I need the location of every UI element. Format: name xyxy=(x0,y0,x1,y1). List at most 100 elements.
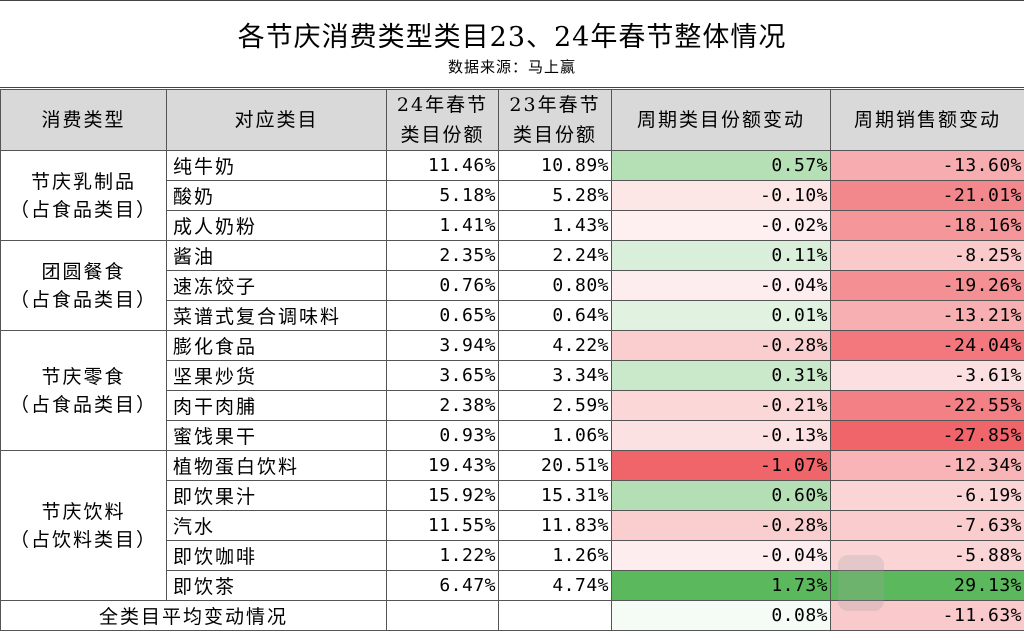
header-sales-change: 周期销售额变动 xyxy=(831,90,1024,151)
sales-change-cell: -19.26% xyxy=(831,271,1024,301)
share-change-cell: 0.57% xyxy=(612,151,831,181)
share23-cell: 0.80% xyxy=(499,271,612,301)
share-change-cell: -0.13% xyxy=(612,421,831,451)
header-type: 消费类型 xyxy=(1,90,167,151)
share-change-cell: -0.02% xyxy=(612,211,831,241)
sales-change-cell: -21.01% xyxy=(831,181,1024,211)
sales-change-cell: -8.25% xyxy=(831,241,1024,271)
group-name-line2: （占食品类目） xyxy=(10,289,157,311)
share24-cell: 0.65% xyxy=(387,301,499,331)
share24-cell: 6.47% xyxy=(387,571,499,601)
share23-cell: 0.64% xyxy=(499,301,612,331)
share24-cell: 15.92% xyxy=(387,481,499,511)
sales-change-cell: -13.21% xyxy=(831,301,1024,331)
category-cell: 即饮果汁 xyxy=(167,481,387,511)
sales-change-cell: -12.34% xyxy=(831,451,1024,481)
category-cell: 即饮茶 xyxy=(167,571,387,601)
category-cell: 速冻饺子 xyxy=(167,271,387,301)
header-row: 消费类型 对应类目 24年春节 类目份额 23年春节 类目份额 周期类目份额变动… xyxy=(1,90,1024,151)
summary-table: 消费类型 对应类目 24年春节 类目份额 23年春节 类目份额 周期类目份额变动… xyxy=(0,89,1024,631)
sales-change-cell: -18.16% xyxy=(831,211,1024,241)
group-name: 节庆乳制品 （占食品类目） xyxy=(1,151,167,241)
share-change-cell: 1.73% xyxy=(612,571,831,601)
share23-cell: 3.34% xyxy=(499,361,612,391)
sales-change-cell: -6.19% xyxy=(831,481,1024,511)
share24-cell: 11.46% xyxy=(387,151,499,181)
share23-cell: 4.74% xyxy=(499,571,612,601)
category-cell: 汽水 xyxy=(167,511,387,541)
data-source: 数据来源：马上赢 xyxy=(0,56,1024,77)
share23-cell: 2.59% xyxy=(499,391,612,421)
share-change-cell: -0.21% xyxy=(612,391,831,421)
share24-cell: 3.65% xyxy=(387,361,499,391)
share24-cell: 5.18% xyxy=(387,181,499,211)
share24-cell: 0.93% xyxy=(387,421,499,451)
share-change-cell: 0.01% xyxy=(612,301,831,331)
group-name-line1: 节庆乳制品 xyxy=(31,171,136,193)
header-share24-line1: 24年春节 xyxy=(397,94,488,116)
sales-change-cell: -7.63% xyxy=(831,511,1024,541)
share-change-cell: -0.28% xyxy=(612,331,831,361)
sales-change-cell: -27.85% xyxy=(831,421,1024,451)
group-name-line2: （占食品类目） xyxy=(10,199,157,221)
group-name: 团圆餐食 （占食品类目） xyxy=(1,241,167,331)
category-cell: 纯牛奶 xyxy=(167,151,387,181)
sales-change-cell: -3.61% xyxy=(831,361,1024,391)
watermark-logo xyxy=(838,555,884,611)
category-cell: 膨化食品 xyxy=(167,331,387,361)
header-category: 对应类目 xyxy=(167,90,387,151)
sales-change-cell: -22.55% xyxy=(831,391,1024,421)
share-change-cell: -0.04% xyxy=(612,541,831,571)
share23-cell: 5.28% xyxy=(499,181,612,211)
header-share24: 24年春节 类目份额 xyxy=(387,90,499,151)
sales-change-cell: -13.60% xyxy=(831,151,1024,181)
group-name: 节庆饮料 （占饮料类目） xyxy=(1,451,167,601)
header-share23-line1: 23年春节 xyxy=(509,94,600,116)
share24-cell: 11.55% xyxy=(387,511,499,541)
share24-cell: 19.43% xyxy=(387,451,499,481)
category-cell: 成人奶粉 xyxy=(167,211,387,241)
footer-share-change: 0.08% xyxy=(612,601,831,631)
group-name: 节庆零食（占食品类目） xyxy=(1,331,167,451)
header-share-change: 周期类目份额变动 xyxy=(612,90,831,151)
footer-empty-cell xyxy=(499,601,612,631)
share24-cell: 0.76% xyxy=(387,271,499,301)
group-name-line1: 节庆饮料 xyxy=(41,501,125,523)
category-cell: 酱油 xyxy=(167,241,387,271)
footer-empty-cell xyxy=(387,601,499,631)
footer-label: 全类目平均变动情况 xyxy=(1,601,387,631)
share24-cell: 2.35% xyxy=(387,241,499,271)
sales-change-cell: -24.04% xyxy=(831,331,1024,361)
category-cell: 即饮咖啡 xyxy=(167,541,387,571)
share24-cell: 3.94% xyxy=(387,331,499,361)
share23-cell: 15.31% xyxy=(499,481,612,511)
share23-cell: 20.51% xyxy=(499,451,612,481)
share-change-cell: -0.28% xyxy=(612,511,831,541)
share24-cell: 1.41% xyxy=(387,211,499,241)
share-change-cell: 0.60% xyxy=(612,481,831,511)
category-cell: 肉干肉脯 xyxy=(167,391,387,421)
category-cell: 植物蛋白饮料 xyxy=(167,451,387,481)
header-share23: 23年春节 类目份额 xyxy=(499,90,612,151)
share23-cell: 1.26% xyxy=(499,541,612,571)
share24-cell: 2.38% xyxy=(387,391,499,421)
share23-cell: 11.83% xyxy=(499,511,612,541)
share23-cell: 10.89% xyxy=(499,151,612,181)
header-share23-line2: 类目份额 xyxy=(513,124,597,146)
category-cell: 菜谱式复合调味料 xyxy=(167,301,387,331)
share23-cell: 2.24% xyxy=(499,241,612,271)
share23-cell: 4.22% xyxy=(499,331,612,361)
share-change-cell: 0.11% xyxy=(612,241,831,271)
group-name-line1: 团圆餐食 xyxy=(41,261,125,283)
share-change-cell: -1.07% xyxy=(612,451,831,481)
share24-cell: 1.22% xyxy=(387,541,499,571)
share23-cell: 1.43% xyxy=(499,211,612,241)
share-change-cell: -0.04% xyxy=(612,271,831,301)
share23-cell: 1.06% xyxy=(499,421,612,451)
group-name-line2: （占饮料类目） xyxy=(10,529,157,551)
category-cell: 坚果炒货 xyxy=(167,361,387,391)
